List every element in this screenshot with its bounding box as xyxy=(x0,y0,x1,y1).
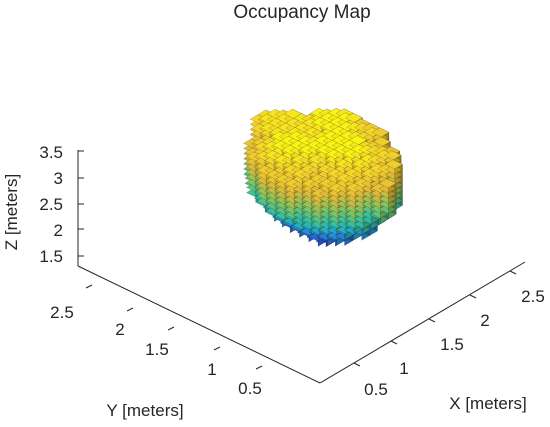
voxel-face-top xyxy=(283,108,303,119)
z-axis-label: Z [meters] xyxy=(2,174,21,251)
chart-title: Occupancy Map xyxy=(233,2,370,23)
z-tick-label: 3 xyxy=(54,169,63,188)
y-tick-label: 2 xyxy=(115,320,124,339)
z-tick-label: 2.5 xyxy=(39,195,63,214)
y-axis-label: Y [meters] xyxy=(106,401,183,420)
voxel-layer xyxy=(243,107,403,248)
x-axis-label: X [meters] xyxy=(449,394,526,413)
x-tick-label: 1.5 xyxy=(440,335,464,354)
z-tick-label: 3.5 xyxy=(39,143,63,162)
z-axis-ticks: 3.5 3 2.5 2 1.5 xyxy=(39,143,84,266)
z-tick-label: 2 xyxy=(54,221,63,240)
x-tick-label: 2.5 xyxy=(521,287,545,306)
y-tick-label: 1.5 xyxy=(145,340,169,359)
y-tick-label: 2.5 xyxy=(50,303,74,322)
voxel-face-top xyxy=(344,112,363,123)
x-tick-label: 2 xyxy=(480,311,489,330)
x-tick-label: 0.5 xyxy=(364,380,388,399)
x-axis-line xyxy=(319,261,526,384)
y-tick-label: 1 xyxy=(207,360,216,379)
x-tick-label: 1 xyxy=(399,359,408,378)
z-tick-label: 1.5 xyxy=(39,247,63,266)
y-tick-label: 0.5 xyxy=(238,379,262,398)
x-axis-ticks: 0.5 1 1.5 2 2.5 xyxy=(353,270,545,399)
y-axis-ticks: 2.5 2 1.5 1 0.5 xyxy=(50,284,263,398)
